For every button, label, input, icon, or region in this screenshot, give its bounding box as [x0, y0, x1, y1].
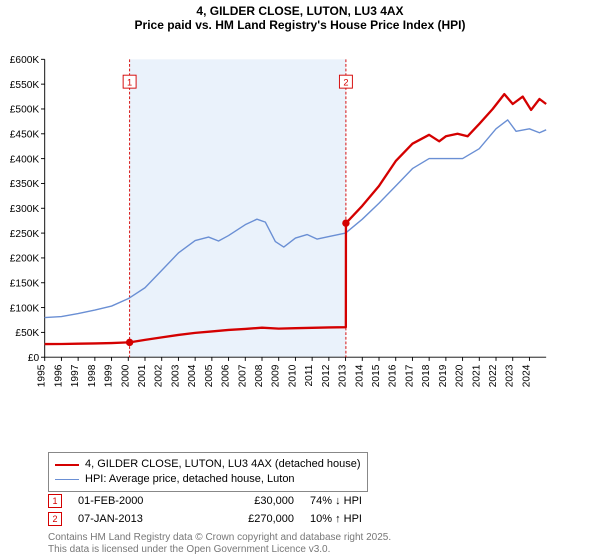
x-tick-label: 2010: [287, 364, 298, 387]
y-tick-label: £250K: [10, 229, 40, 240]
title-line-2: Price paid vs. HM Land Registry's House …: [0, 18, 600, 32]
credit-line-2: This data is licensed under the Open Gov…: [48, 544, 391, 556]
event-date: 07-JAN-2013: [78, 513, 188, 525]
y-tick-label: £200K: [10, 254, 40, 265]
x-tick-label: 1999: [104, 364, 115, 387]
x-tick-label: 2024: [521, 364, 532, 387]
x-tick-label: 2014: [354, 364, 365, 387]
credit: Contains HM Land Registry data © Crown c…: [48, 532, 391, 556]
x-tick-label: 2020: [455, 364, 466, 387]
event-price: £30,000: [204, 495, 294, 507]
y-tick-label: £450K: [10, 129, 40, 140]
x-tick-label: 2004: [187, 364, 198, 387]
marker-dot: [342, 219, 349, 226]
y-tick-label: £100K: [10, 303, 40, 314]
y-tick-label: £600K: [10, 55, 40, 66]
x-tick-label: 2011: [304, 364, 315, 386]
event-marker-number: 1: [127, 77, 132, 87]
x-tick-label: 2015: [371, 364, 382, 387]
x-tick-label: 2007: [237, 364, 248, 387]
event-price: £270,000: [204, 513, 294, 525]
price-chart: £0 £50K £100K £150K £200K £250K £300K £350K £400…: [4, 44, 548, 404]
event-desc: 10% ↑ HPI: [310, 513, 400, 525]
x-tick-label: 2019: [438, 364, 449, 387]
x-tick-label: 2005: [204, 364, 215, 387]
marker-dot: [126, 339, 133, 346]
legend-swatch: [55, 464, 79, 466]
x-tick-label: 2009: [271, 364, 282, 387]
y-tick-label: £500K: [10, 105, 40, 116]
x-tick-label: 2002: [154, 364, 165, 387]
chart-title-block: 4, GILDER CLOSE, LUTON, LU3 4AX Price pa…: [0, 0, 600, 32]
x-tick-label: 2013: [338, 364, 349, 387]
y-tick-label: £400K: [10, 154, 40, 165]
y-tick-label: £300K: [10, 204, 40, 215]
y-tick-label: £50K: [15, 328, 39, 339]
event-row: 1 01-FEB-2000 £30,000 74% ↓ HPI: [48, 494, 400, 508]
legend-label: 4, GILDER CLOSE, LUTON, LU3 4AX (detache…: [85, 457, 361, 472]
x-tick-label: 1996: [53, 364, 64, 387]
legend-swatch: [55, 479, 79, 480]
shaded-range: [130, 59, 346, 357]
legend-item: HPI: Average price, detached house, Luto…: [55, 472, 361, 487]
x-tick-label: 2008: [254, 364, 265, 387]
title-line-1: 4, GILDER CLOSE, LUTON, LU3 4AX: [0, 4, 600, 18]
event-date: 01-FEB-2000: [78, 495, 188, 507]
event-row: 2 07-JAN-2013 £270,000 10% ↑ HPI: [48, 512, 400, 526]
legend-item: 4, GILDER CLOSE, LUTON, LU3 4AX (detache…: [55, 457, 361, 472]
x-tick-label: 1995: [37, 364, 48, 387]
credit-line-1: Contains HM Land Registry data © Crown c…: [48, 532, 391, 544]
x-tick-label: 2021: [471, 364, 482, 387]
x-tick-label: 2023: [505, 364, 516, 387]
y-tick-label: £350K: [10, 179, 40, 190]
x-tick-label: 1998: [87, 364, 98, 387]
x-tick-label: 2018: [421, 364, 432, 387]
events-table: 1 01-FEB-2000 £30,000 74% ↓ HPI 2 07-JAN-2013…: [48, 494, 400, 530]
y-tick-label: £0: [28, 353, 40, 364]
event-number-box: 1: [48, 494, 62, 508]
x-tick-label: 2001: [137, 364, 148, 387]
y-tick-label: £150K: [10, 278, 40, 289]
x-tick-label: 2016: [388, 364, 399, 387]
event-marker-number: 2: [343, 77, 348, 87]
x-tick-label: 1997: [70, 364, 81, 387]
event-number-box: 2: [48, 512, 62, 526]
legend: 4, GILDER CLOSE, LUTON, LU3 4AX (detache…: [48, 452, 368, 492]
y-tick-label: £550K: [10, 80, 40, 91]
x-tick-label: 2003: [170, 364, 181, 387]
legend-label: HPI: Average price, detached house, Luto…: [85, 472, 295, 487]
x-tick-label: 2012: [321, 364, 332, 387]
x-tick-label: 2022: [488, 364, 499, 387]
event-desc: 74% ↓ HPI: [310, 495, 400, 507]
x-tick-label: 2000: [120, 364, 131, 387]
x-tick-label: 2017: [404, 364, 415, 387]
x-tick-label: 2006: [221, 364, 232, 387]
